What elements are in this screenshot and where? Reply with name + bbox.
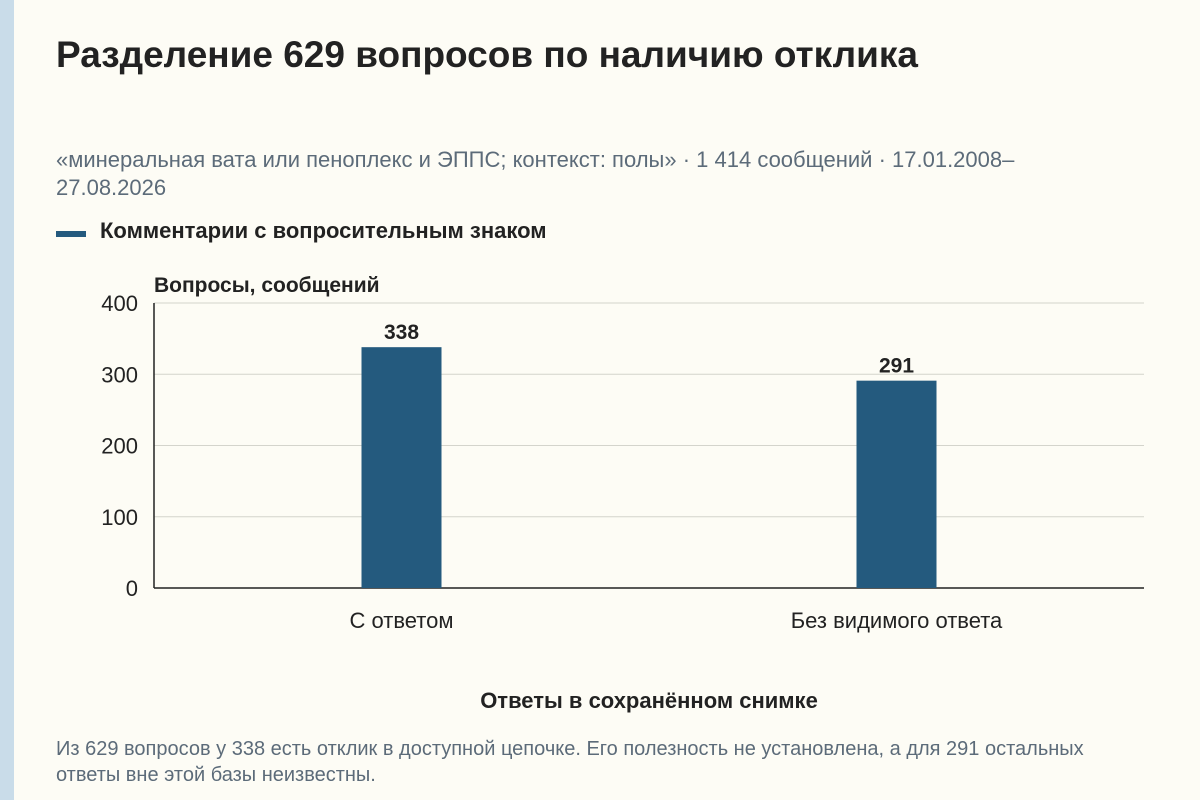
bar: [856, 380, 937, 588]
footnote: Из 629 вопросов у 338 есть отклик в дост…: [56, 738, 1084, 786]
grid-lines: [154, 302, 1144, 518]
legend-swatch: [56, 231, 86, 237]
labels: 0 100 200 300 400 Вопросы, сообщений 338 С отве…: [101, 274, 1003, 713]
y-tick-label: 300: [101, 362, 138, 387]
y-tick-label: 200: [101, 434, 138, 459]
bars: [361, 347, 937, 588]
legend-label: Комментарии с вопросительным знаком: [100, 218, 547, 243]
bar: [361, 347, 442, 588]
x-category-label: Без видимого ответа: [791, 608, 1003, 633]
y-axis-label: Вопросы, сообщений: [154, 274, 380, 297]
left-accent-stripe: [0, 0, 14, 800]
y-tick-label: 0: [126, 576, 138, 601]
x-axis-label: Ответы в сохранённом снимке: [480, 688, 818, 713]
y-tick-label: 400: [101, 291, 138, 316]
x-category-label: С ответом: [350, 608, 454, 633]
chart-subtitle: «минеральная вата или пеноплекс и ЭППС; …: [56, 147, 1015, 200]
chart-title: Разделение 629 вопросов по наличию откли…: [56, 34, 918, 75]
legend: Комментарии с вопросительным знаком: [56, 218, 547, 244]
axes: [153, 303, 1144, 589]
bar-value-label: 338: [384, 321, 419, 344]
bar-value-label: 291: [879, 355, 914, 378]
y-tick-label: 100: [101, 505, 138, 530]
